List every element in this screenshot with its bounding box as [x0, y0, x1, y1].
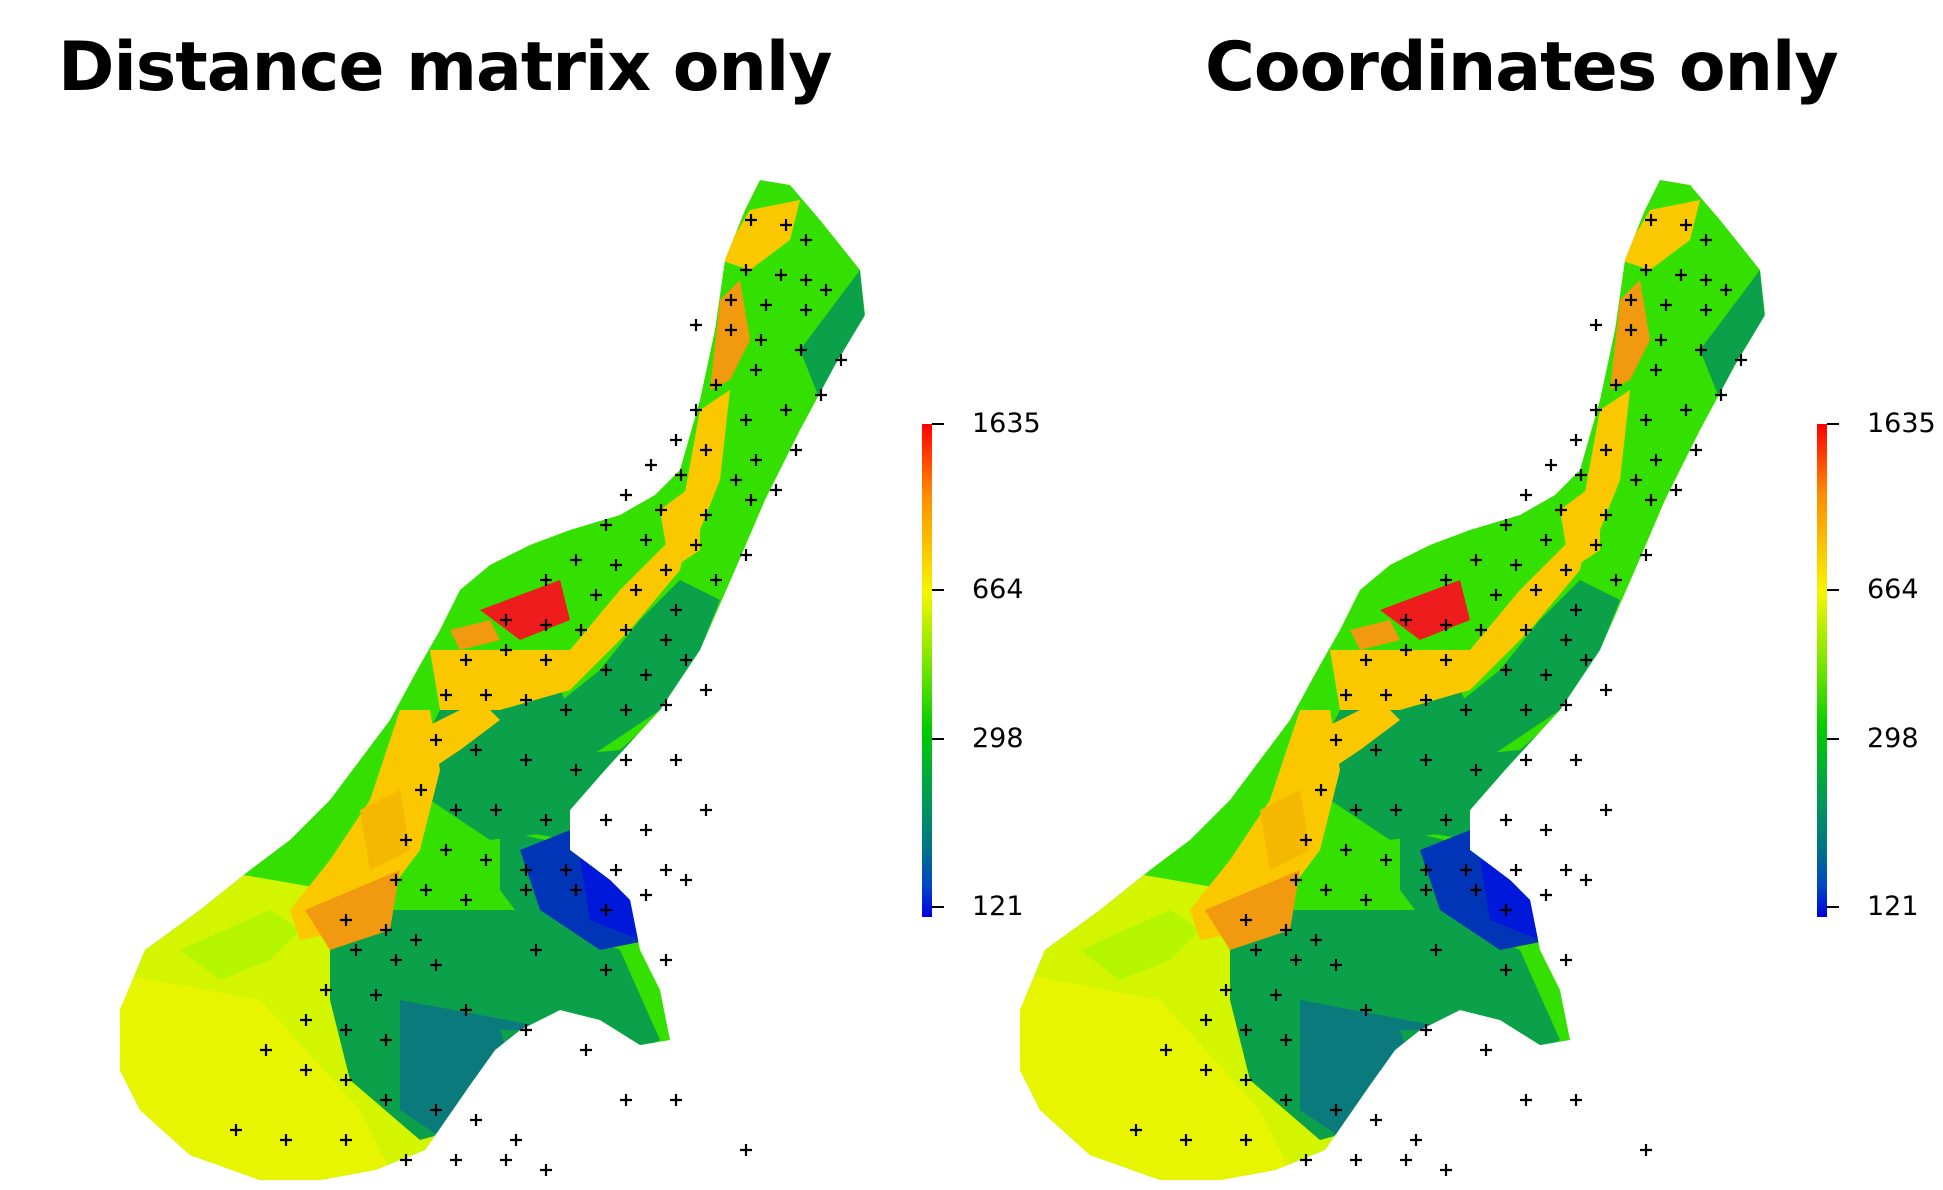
legend-tick-121: 121 — [972, 891, 1024, 922]
legend-tick-1635: 1635 — [972, 408, 1041, 439]
colorbar-gradient — [1817, 424, 1827, 917]
legend-tick-664: 664 — [972, 574, 1024, 605]
map-coordinates-only — [1020, 180, 1765, 1180]
legend-tick-121: 121 — [1867, 891, 1919, 922]
sample-points — [230, 214, 847, 1176]
color-legend-right: 1635 664 298 121 — [1815, 410, 1943, 922]
colorbar-left — [922, 423, 944, 917]
sample-points — [1130, 214, 1747, 1176]
legend-tick-298: 298 — [1867, 723, 1919, 754]
map-distance-matrix-only — [120, 180, 865, 1180]
legend-tick-298: 298 — [972, 723, 1024, 754]
color-legend-left: 1635 664 298 121 — [920, 410, 1060, 922]
panel-title-distance-matrix: Distance matrix only — [58, 28, 833, 107]
colorbar-gradient — [922, 424, 932, 917]
legend-tick-1635: 1635 — [1867, 408, 1936, 439]
legend-tick-664: 664 — [1867, 574, 1919, 605]
colorbar-right — [1817, 423, 1839, 917]
panel-title-coordinates: Coordinates only — [1205, 28, 1839, 107]
